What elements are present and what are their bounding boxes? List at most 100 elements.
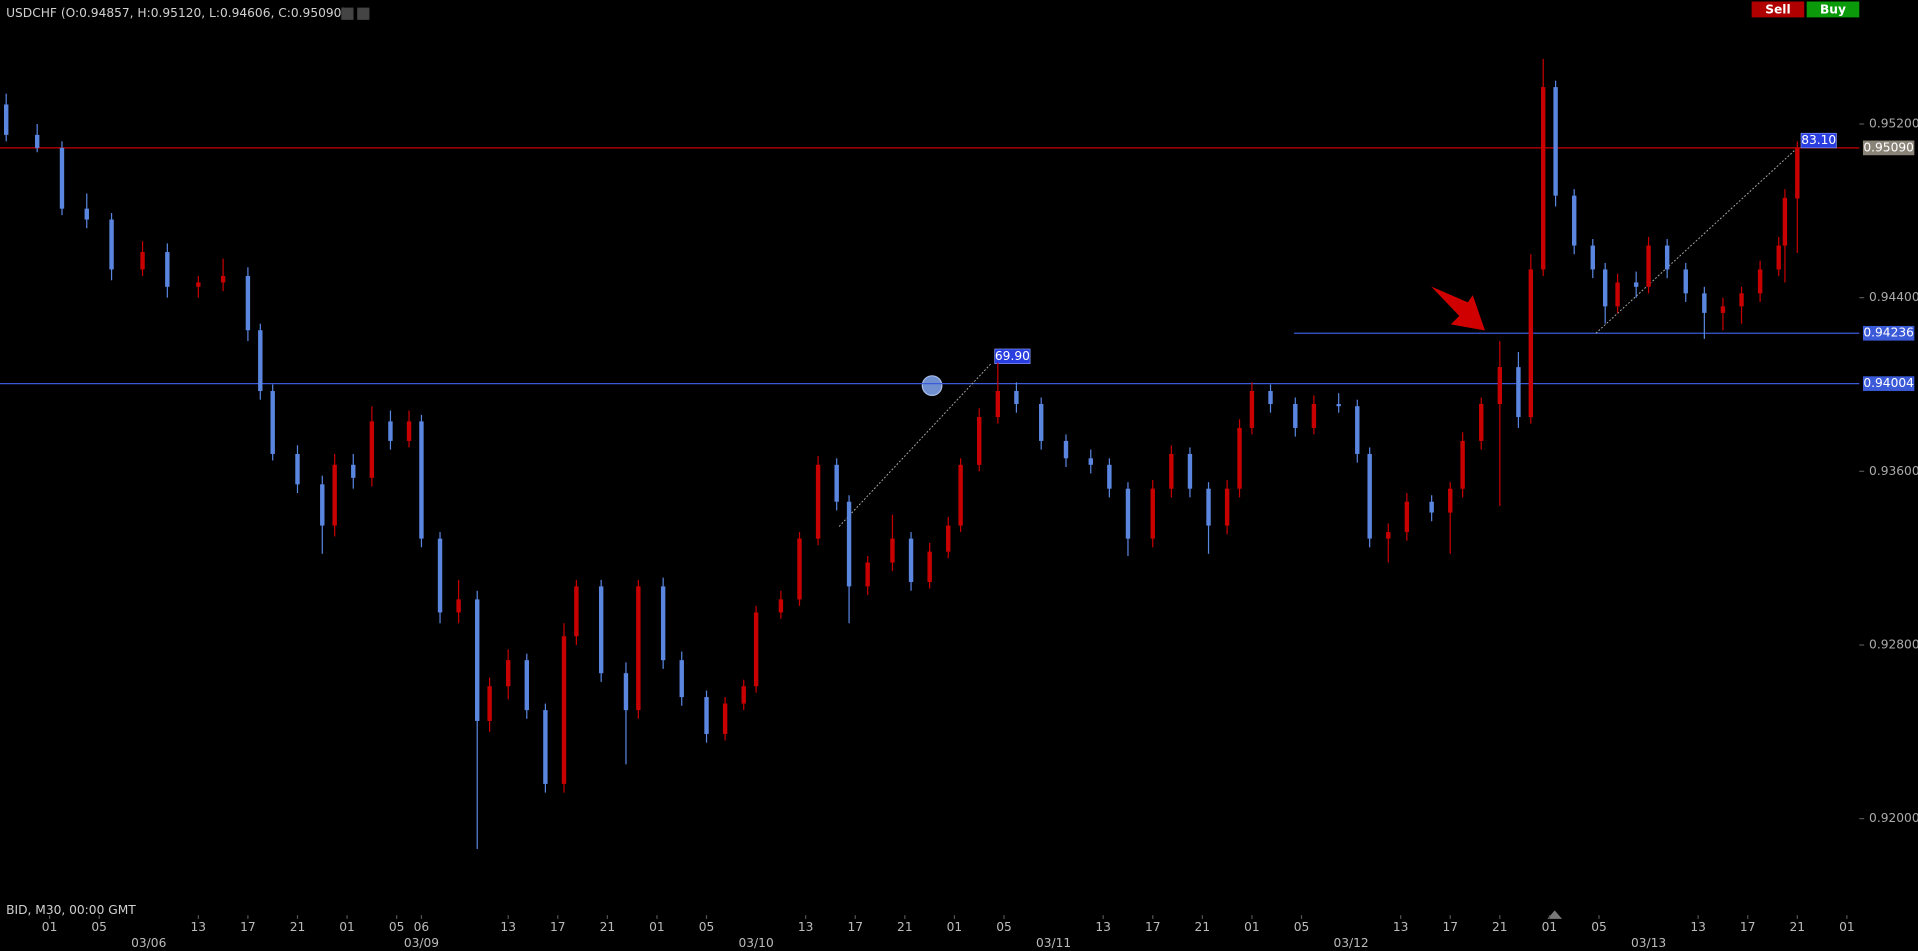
x-tick-label: 21 bbox=[290, 920, 306, 934]
candle-body bbox=[1460, 440, 1465, 489]
date-tick-label: 03/10 bbox=[739, 936, 774, 950]
candle-body bbox=[1448, 488, 1453, 513]
candle-body bbox=[1249, 391, 1255, 428]
y-tick-label: 0.94400 bbox=[1869, 290, 1918, 304]
candle-body bbox=[456, 599, 461, 613]
sell-label[interactable]: Sell bbox=[1765, 3, 1790, 17]
x-tick-label: 13 bbox=[191, 920, 207, 934]
candle-body bbox=[437, 538, 443, 613]
x-tick-label: 13 bbox=[1393, 920, 1409, 934]
trendline-label: 69.90 bbox=[995, 349, 1030, 363]
x-tick-label: 17 bbox=[1442, 920, 1458, 934]
candle-body bbox=[165, 252, 170, 287]
sell-button[interactable] bbox=[1751, 1, 1805, 18]
x-tick-label: 01 bbox=[1839, 920, 1855, 934]
scroll-marker[interactable] bbox=[1547, 910, 1563, 919]
candle-body bbox=[741, 686, 746, 704]
x-tick-label: 01 bbox=[947, 920, 963, 934]
candle-body bbox=[679, 660, 684, 698]
settings-icon[interactable] bbox=[341, 7, 354, 20]
candle-body bbox=[1776, 245, 1781, 270]
candle-body bbox=[1038, 404, 1044, 441]
x-tick-label: 05 bbox=[91, 920, 107, 934]
candle-body bbox=[245, 275, 251, 331]
candle-body bbox=[1571, 195, 1577, 246]
candle-body bbox=[778, 599, 784, 613]
candle-body bbox=[977, 417, 982, 465]
candle-body bbox=[1268, 391, 1273, 405]
x-tick-label: 17 bbox=[1145, 920, 1161, 934]
candle-body bbox=[1355, 406, 1360, 454]
x-tick-label: 05 bbox=[389, 920, 405, 934]
candle-body bbox=[1516, 367, 1521, 418]
candle-body bbox=[1107, 464, 1112, 489]
candle-body bbox=[1336, 404, 1341, 407]
candle-body bbox=[1169, 453, 1174, 489]
x-tick-label: 21 bbox=[1492, 920, 1508, 934]
candle-body bbox=[1590, 245, 1595, 270]
x-tick-label: 01 bbox=[649, 920, 665, 934]
candle-body bbox=[351, 464, 356, 478]
candle-body bbox=[958, 464, 963, 526]
candle-body bbox=[1293, 404, 1298, 428]
trendline-label: 83.10 bbox=[1801, 133, 1836, 147]
candle-body bbox=[84, 208, 89, 220]
candle-body bbox=[797, 538, 802, 600]
anchor-dot[interactable] bbox=[921, 375, 943, 396]
trendline bbox=[838, 363, 992, 527]
x-tick-label: 13 bbox=[1095, 920, 1111, 934]
trendline-label-box bbox=[1800, 132, 1837, 149]
candle-body bbox=[1602, 269, 1608, 307]
x-tick-label: 21 bbox=[600, 920, 616, 934]
candle-body bbox=[475, 599, 480, 721]
candle-body bbox=[574, 586, 579, 637]
x-tick-label: 21 bbox=[1195, 920, 1211, 934]
level-label-box bbox=[1862, 325, 1915, 341]
x-tick-label: 21 bbox=[1790, 920, 1806, 934]
candle-body bbox=[1782, 197, 1788, 246]
date-tick-label: 03/11 bbox=[1036, 936, 1071, 950]
date-tick-label: 03/12 bbox=[1333, 936, 1368, 950]
candle-body bbox=[865, 562, 870, 587]
candle-body bbox=[561, 636, 567, 784]
candle-body bbox=[258, 330, 263, 392]
buy-button[interactable] bbox=[1806, 1, 1860, 18]
level-label: 0.95090 bbox=[1863, 140, 1914, 154]
candle-body bbox=[1014, 391, 1019, 405]
level-label-box bbox=[1862, 376, 1915, 391]
candle-body bbox=[946, 525, 951, 552]
candle-body bbox=[1404, 501, 1410, 533]
candle-body bbox=[295, 453, 300, 485]
x-tick-label: 21 bbox=[897, 920, 913, 934]
level-label: 0.94236 bbox=[1863, 326, 1914, 340]
candle-body bbox=[753, 612, 759, 687]
x-tick-label: 05 bbox=[1591, 920, 1607, 934]
candle-body bbox=[1646, 245, 1651, 287]
candle-body bbox=[704, 697, 709, 734]
candle-body bbox=[722, 703, 728, 734]
date-tick-label: 03/13 bbox=[1631, 936, 1666, 950]
candle-body bbox=[487, 686, 492, 721]
candle-body bbox=[1541, 87, 1546, 270]
candle-body bbox=[1237, 427, 1242, 489]
candle-body bbox=[927, 551, 932, 583]
candle-body bbox=[1757, 269, 1763, 294]
trendline bbox=[1595, 147, 1798, 334]
candle-body bbox=[1633, 282, 1639, 287]
x-tick-label: 01 bbox=[42, 920, 58, 934]
candle-body bbox=[598, 586, 604, 674]
candle-body bbox=[369, 421, 375, 478]
candle-body bbox=[34, 134, 40, 148]
candle-body bbox=[524, 660, 529, 711]
settings-icon[interactable] bbox=[357, 7, 370, 20]
candle-body bbox=[623, 673, 629, 711]
candle-body bbox=[890, 538, 895, 563]
candle-body bbox=[1615, 282, 1620, 307]
x-tick-label: 01 bbox=[339, 920, 355, 934]
buy-label[interactable]: Buy bbox=[1820, 3, 1846, 17]
candle-body bbox=[506, 660, 511, 687]
arrow-annotation bbox=[1431, 286, 1485, 331]
y-tick-label: 0.92800 bbox=[1869, 637, 1918, 651]
x-tick-label: 05 bbox=[1294, 920, 1310, 934]
